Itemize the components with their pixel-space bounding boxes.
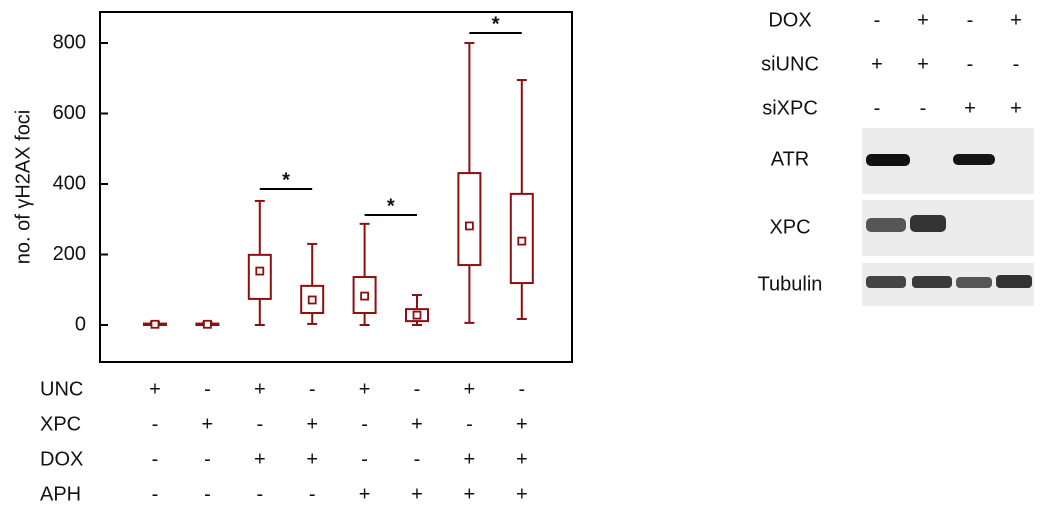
mean-marker [466, 222, 473, 229]
band-label: XPC [769, 216, 810, 238]
blot-panels [862, 128, 1034, 306]
mean-marker [309, 296, 316, 303]
blot-condition-sign: - [874, 9, 881, 31]
condition-sign: - [152, 413, 159, 435]
condition-sign: + [306, 413, 318, 435]
condition-sign: + [202, 413, 214, 435]
y-axis-label: no. of γH2AX foci [12, 110, 34, 265]
blot-condition-label: siUNC [761, 53, 819, 75]
condition-sign: - [361, 448, 368, 470]
condition-sign: - [204, 483, 211, 505]
band-label: ATR [771, 148, 810, 170]
mean-marker [256, 268, 263, 275]
blot-condition-sign: - [874, 97, 881, 119]
blot-condition-sign: + [1010, 9, 1022, 31]
band-label: Tubulin [758, 273, 823, 295]
blot-condition-sign: + [1010, 97, 1022, 119]
blot-condition-label: DOX [768, 9, 811, 31]
condition-sign: + [516, 413, 528, 435]
y-tick-label: 800 [53, 31, 86, 53]
condition-label: XPC [40, 413, 81, 435]
condition-sign: + [359, 483, 371, 505]
condition-label: APH [40, 483, 81, 505]
blot-condition-label: siXPC [762, 97, 818, 119]
box [249, 255, 271, 299]
blot-condition-sign: + [917, 9, 929, 31]
condition-label: UNC [40, 378, 83, 400]
blot-condition-sign: - [1013, 53, 1020, 75]
significance-label: * [282, 169, 290, 191]
condition-sign: + [411, 413, 423, 435]
y-tick-label: 200 [53, 243, 86, 265]
mean-marker [361, 293, 368, 300]
condition-sign: - [309, 378, 316, 400]
figure: no. of γH2AX foci 0 200 400 600 800 * * * UNC + - +… [0, 0, 1045, 512]
blot-condition-sign: + [917, 53, 929, 75]
condition-sign: + [464, 378, 476, 400]
mean-marker [152, 321, 159, 328]
blot-condition-sign: + [871, 53, 883, 75]
condition-sign: + [359, 378, 371, 400]
condition-sign: - [204, 378, 211, 400]
condition-sign: + [306, 448, 318, 470]
blot-condition-sign: - [920, 97, 927, 119]
blot-condition-sign: + [964, 97, 976, 119]
condition-sign: - [256, 413, 263, 435]
condition-sign: + [149, 378, 161, 400]
condition-sign: - [152, 483, 159, 505]
box [458, 173, 480, 265]
condition-sign: + [464, 483, 476, 505]
significance-label: * [387, 195, 395, 217]
mean-marker [204, 321, 211, 328]
y-tick-label: 0 [75, 313, 86, 335]
condition-label: DOX [40, 448, 83, 470]
condition-sign: + [411, 483, 423, 505]
mean-marker [414, 312, 421, 319]
condition-sign: - [518, 378, 525, 400]
condition-sign: + [516, 448, 528, 470]
condition-sign: - [309, 483, 316, 505]
condition-sign: + [464, 448, 476, 470]
condition-sign: + [516, 483, 528, 505]
condition-sign: - [204, 448, 211, 470]
significance-label: * [492, 13, 500, 35]
condition-sign: + [254, 448, 266, 470]
plot-frame [100, 12, 572, 362]
condition-sign: - [361, 413, 368, 435]
mean-marker [518, 238, 525, 245]
blot-condition-sign: - [967, 53, 974, 75]
condition-sign: - [414, 448, 421, 470]
condition-sign: - [414, 378, 421, 400]
y-tick-label: 600 [53, 102, 86, 124]
condition-sign: - [256, 483, 263, 505]
condition-sign: + [254, 378, 266, 400]
condition-sign: - [466, 413, 473, 435]
condition-sign: - [152, 448, 159, 470]
y-tick-label: 400 [53, 172, 86, 194]
blot-condition-sign: - [967, 9, 974, 31]
